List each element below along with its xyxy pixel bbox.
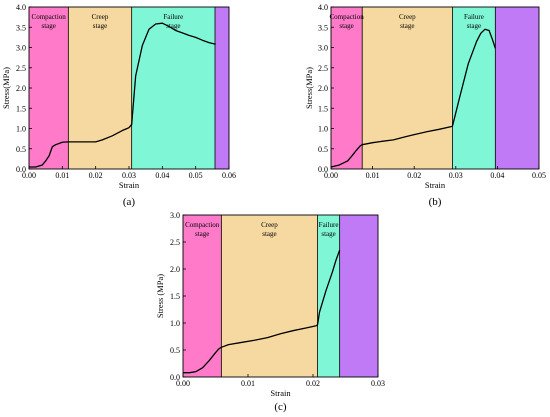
stage-region-post bbox=[339, 215, 378, 377]
stage-label-compaction: Compaction bbox=[185, 221, 220, 229]
stage-region-compaction bbox=[29, 7, 69, 169]
stage-region-creep bbox=[68, 7, 132, 169]
stage-region-creep bbox=[221, 215, 318, 377]
x-axis-label: Strain bbox=[425, 180, 446, 190]
y-tick-label: 3.5 bbox=[16, 23, 26, 32]
x-tick-label: 0.01 bbox=[241, 379, 255, 388]
stage-label-failure: Failure bbox=[163, 13, 183, 21]
stage-region-failure bbox=[131, 7, 215, 169]
stage-region-post bbox=[495, 7, 539, 169]
stage-region-failure bbox=[452, 7, 496, 169]
y-tick-label: 2.5 bbox=[318, 64, 328, 73]
y-tick-label: 1.0 bbox=[318, 125, 328, 134]
x-tick-label: 0.05 bbox=[532, 171, 546, 180]
x-tick-label: 0.00 bbox=[324, 171, 338, 180]
y-tick-label: 1.5 bbox=[16, 104, 26, 113]
stage-region-failure bbox=[317, 215, 340, 377]
stage-label-failure: stage bbox=[166, 22, 180, 30]
y-axis-label: Stress (MPa) bbox=[155, 274, 165, 318]
x-axis-label: Strain bbox=[119, 180, 140, 190]
y-tick-label: 1.0 bbox=[16, 125, 26, 134]
y-tick-label: 0.0 bbox=[16, 165, 26, 174]
x-tick-label: 0.02 bbox=[306, 379, 320, 388]
y-tick-label: 0.0 bbox=[318, 165, 328, 174]
y-axis-label: Stress(MPa) bbox=[304, 67, 314, 109]
panel-label: (b) bbox=[429, 196, 442, 208]
y-tick-label: 0.5 bbox=[16, 145, 26, 154]
stage-label-creep: stage bbox=[400, 22, 414, 30]
x-tick-label: 0.03 bbox=[122, 171, 136, 180]
y-tick-label: 1.5 bbox=[318, 104, 328, 113]
stage-label-creep: Creep bbox=[399, 13, 416, 21]
y-tick-label: 3.0 bbox=[16, 44, 26, 53]
y-tick-label: 1.0 bbox=[170, 319, 180, 328]
stage-label-creep: stage bbox=[93, 22, 107, 30]
x-tick-label: 0.03 bbox=[371, 379, 385, 388]
y-tick-label: 4.0 bbox=[16, 3, 26, 12]
stage-label-compaction: Compaction bbox=[329, 13, 364, 21]
y-axis-label: Stress(MPa) bbox=[1, 67, 11, 109]
stage-label-compaction: stage bbox=[41, 22, 55, 30]
chart-panel-3: CompactionstageCreepstageFailurestage0.0… bbox=[155, 211, 385, 413]
stage-label-compaction: stage bbox=[339, 22, 353, 30]
stage-region-creep bbox=[362, 7, 453, 169]
y-tick-label: 1.5 bbox=[170, 292, 180, 301]
stage-label-failure: Failure bbox=[319, 221, 339, 229]
y-tick-label: 3.5 bbox=[318, 23, 328, 32]
x-tick-label: 0.01 bbox=[55, 171, 69, 180]
y-tick-label: 4.0 bbox=[318, 3, 328, 12]
x-tick-label: 0.04 bbox=[155, 171, 169, 180]
stage-label-creep: Creep bbox=[261, 221, 278, 229]
x-tick-label: 0.05 bbox=[189, 171, 203, 180]
y-tick-label: 2.5 bbox=[170, 238, 180, 247]
y-tick-label: 2.0 bbox=[318, 84, 328, 93]
x-tick-label: 0.04 bbox=[490, 171, 504, 180]
series-line-1 bbox=[330, 28, 496, 168]
x-tick-label: 0.02 bbox=[407, 171, 421, 180]
stage-region-compaction bbox=[183, 215, 222, 377]
series-line-1 bbox=[29, 22, 216, 168]
stage-label-failure: stage bbox=[467, 22, 481, 30]
series-line-1 bbox=[183, 249, 341, 374]
y-tick-label: 0.0 bbox=[170, 373, 180, 382]
y-tick-label: 2.0 bbox=[16, 84, 26, 93]
stage-label-failure: stage bbox=[321, 230, 335, 238]
stage-region-compaction bbox=[331, 7, 363, 169]
stage-label-creep: stage bbox=[262, 230, 276, 238]
stage-label-failure: Failure bbox=[464, 13, 484, 21]
y-tick-label: 0.5 bbox=[318, 145, 328, 154]
panel-label: (a) bbox=[123, 196, 136, 208]
x-tick-label: 0.06 bbox=[222, 171, 236, 180]
x-tick-label: 0.00 bbox=[22, 171, 36, 180]
x-tick-label: 0.03 bbox=[449, 171, 463, 180]
x-tick-label: 0.01 bbox=[366, 171, 380, 180]
y-tick-label: 3.0 bbox=[318, 44, 328, 53]
stage-label-creep: Creep bbox=[92, 13, 109, 21]
panel-label: (c) bbox=[274, 401, 287, 413]
stage-label-compaction: Compaction bbox=[32, 13, 67, 21]
y-tick-label: 2.0 bbox=[170, 265, 180, 274]
x-tick-label: 0.02 bbox=[89, 171, 103, 180]
y-tick-label: 3.0 bbox=[170, 211, 180, 220]
chart-panel-2: CompactionstageCreepstageFailurestage0.0… bbox=[304, 3, 546, 208]
x-axis-label: Strain bbox=[270, 388, 291, 398]
y-tick-label: 2.5 bbox=[16, 64, 26, 73]
chart-panel-1: CompactionstageCreepstageFailurestage0.0… bbox=[1, 3, 236, 208]
stage-region-post bbox=[215, 7, 229, 169]
y-tick-label: 0.5 bbox=[170, 346, 180, 355]
stage-label-compaction: stage bbox=[195, 230, 209, 238]
x-tick-label: 0.00 bbox=[176, 379, 190, 388]
